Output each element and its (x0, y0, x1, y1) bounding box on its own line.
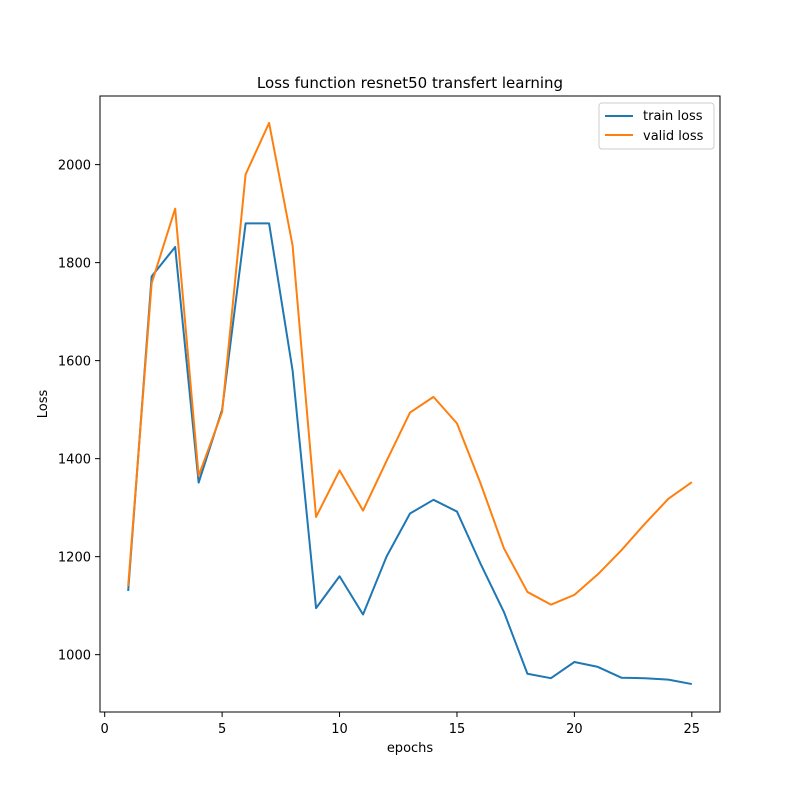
x-axis-label: epochs (387, 741, 434, 756)
y-tick-label: 2000 (58, 159, 91, 174)
y-axis: 1000 1200 1400 1600 1800 2000 (58, 159, 100, 664)
legend-label-valid-loss: valid loss (643, 129, 704, 144)
x-tick-label: 20 (566, 722, 583, 737)
y-tick-label: 1400 (58, 453, 91, 468)
x-tick-label: 5 (218, 722, 226, 737)
series-lines (127, 121, 693, 686)
plot-area (99, 95, 721, 713)
y-tick-label: 1200 (58, 551, 91, 566)
legend-box (598, 102, 715, 150)
y-axis-label: Loss (36, 390, 51, 419)
legend-label-train-loss: train loss (643, 109, 703, 124)
x-tick-label: 15 (449, 722, 466, 737)
x-tick-label: 0 (101, 722, 109, 737)
legend: train loss valid loss (598, 102, 715, 150)
x-tick-label: 25 (684, 722, 701, 737)
chart-title: Loss function resnet50 transfert learnin… (257, 74, 563, 92)
series-line-valid-loss (127, 121, 693, 606)
x-tick-label: 10 (331, 722, 348, 737)
x-axis: 0 5 10 15 20 25 (101, 712, 701, 737)
y-tick-label: 1600 (58, 355, 91, 370)
y-tick-label: 1000 (58, 649, 91, 664)
y-tick-label: 1800 (58, 257, 91, 272)
